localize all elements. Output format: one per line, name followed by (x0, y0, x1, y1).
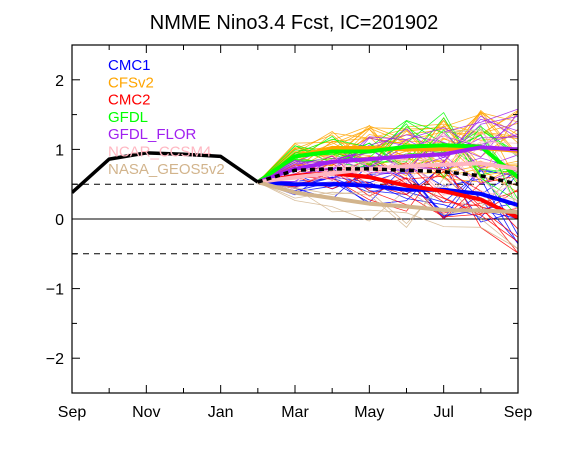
mean-line-cmc1 (257, 180, 518, 208)
observed-line (72, 151, 259, 194)
x-tick-label: May (354, 404, 384, 421)
chart-title: NMME Nino3.4 Fcst, IC=201902 (150, 12, 438, 34)
x-tick-label: Jul (433, 404, 453, 421)
x-tick-label: Mar (281, 404, 309, 421)
mean-line-nasa-geos5v2 (257, 180, 518, 215)
y-tick-label: −2 (46, 351, 64, 368)
member-line-cfsv2 (257, 113, 518, 183)
member-line-nasa-geos5v2 (257, 181, 518, 250)
x-tick-label: Jan (208, 404, 234, 421)
legend-entry-gfdl-flor: GFDL_FLOR (108, 126, 197, 143)
legend-entry-cfsv2: CFSv2 (108, 74, 154, 91)
legend-entry-ncar-ccsm4: NCAR_CCSM4 (108, 144, 211, 161)
legend-entry-gfdl: GFDL (108, 109, 148, 126)
x-tick-label: Nov (132, 404, 160, 421)
observed-line-group (72, 151, 259, 194)
y-tick-label: −1 (46, 282, 64, 299)
y-tick-label: 2 (55, 73, 64, 90)
member-line-cmc1 (257, 172, 518, 217)
member-line-gfdl-flor (257, 113, 518, 183)
member-line-gfdl-flor (257, 115, 518, 183)
member-line-gfdl-flor (257, 118, 518, 183)
x-tick-label: Sep (504, 404, 533, 421)
y-tick-label: 0 (55, 212, 64, 229)
axis-ticks: Sep Nov Jan Mar May Jul Sep −2 −1 0 1 2 (46, 44, 533, 421)
x-tick-label: Sep (58, 404, 87, 421)
mean-line-ncar-ccsm4 (257, 161, 518, 185)
member-line-gfdl (257, 111, 518, 202)
legend: CMC1CFSv2CMC2GFDLGFDL_FLORNCAR_CCSM4NASA… (108, 57, 225, 178)
mean-line-gfdl-flor (257, 145, 518, 184)
model-mean-lines (256, 143, 518, 220)
y-tick-label: 1 (55, 142, 64, 159)
member-line-ncar-ccsm4 (257, 129, 518, 187)
legend-entry-cmc1: CMC1 (108, 57, 151, 74)
legend-entry-cmc2: CMC2 (108, 92, 151, 109)
legend-entry-nasa-geos5v2: NASA_GEOS5v2 (108, 161, 225, 178)
